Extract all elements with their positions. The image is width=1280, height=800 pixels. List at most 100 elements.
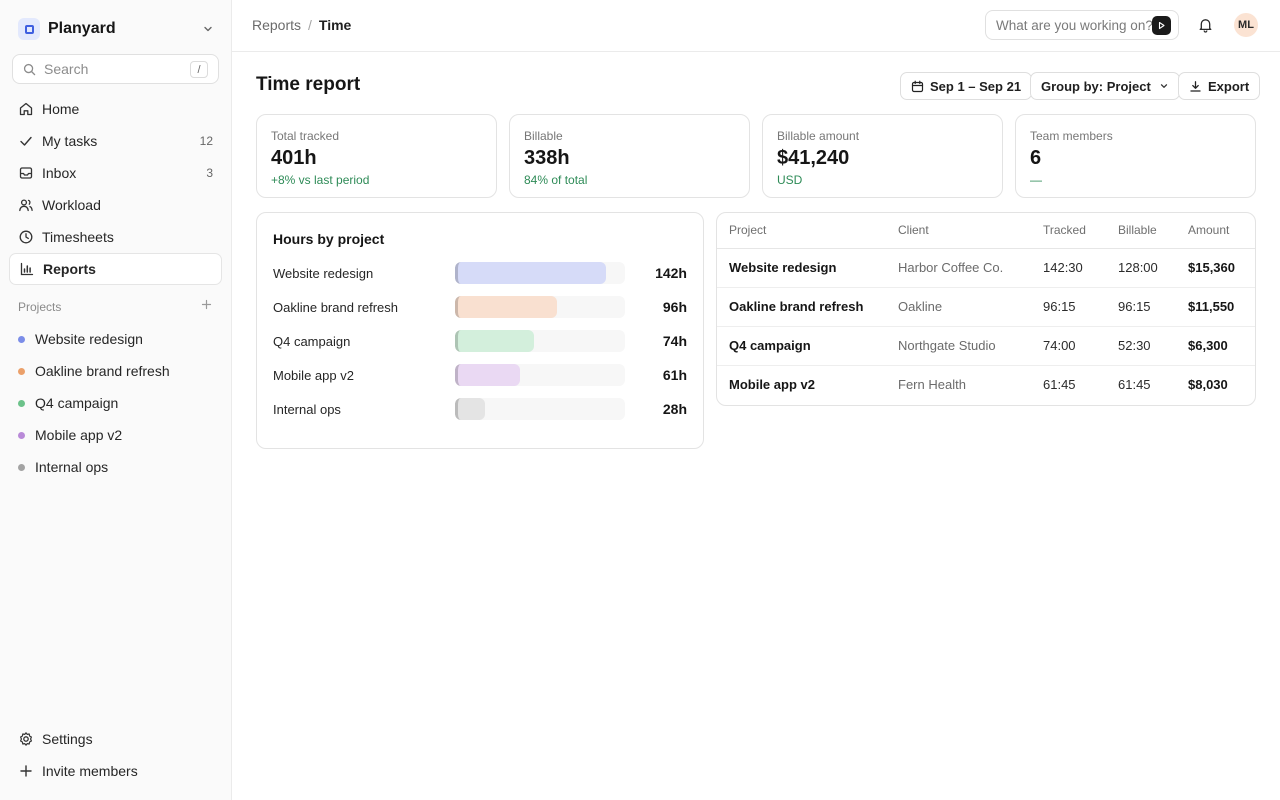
gear-icon [18,731,34,747]
cell-tracked: 74:00 [1043,326,1118,366]
nav-item-label: Settings [42,731,93,747]
table-header-row: Project Client Tracked Billable Amount [717,213,1255,249]
bar-row: Mobile app v2 61h [273,364,687,386]
table-row[interactable]: Website redesign Harbor Coffee Co. 142:3… [717,248,1255,288]
column-header-amount[interactable]: Amount [1188,213,1255,249]
bar-label: Mobile app v2 [273,367,354,383]
main-nav: Home My tasks 12 Inbox 3 Workload [9,93,222,285]
breadcrumb-reports-link[interactable]: Reports [252,17,302,33]
cell-project: Website redesign [717,248,898,288]
nav-item-label: Reports [43,261,96,277]
bar-label: Oakline brand refresh [273,299,399,315]
bar-value: 61h [662,367,687,383]
bar-label: Internal ops [273,401,341,417]
bar-track [455,398,625,420]
cell-client: Oakline [898,287,1043,327]
workspace-switcher[interactable]: Planyard [18,18,214,40]
search-shortcut-key: / [190,61,208,78]
nav-item-label: My tasks [42,133,98,149]
bar-fill [455,262,606,284]
avatar[interactable]: ML [1234,13,1258,37]
project-table: Project Client Tracked Billable Amount W… [717,213,1255,404]
project-color-dot [18,399,25,407]
plus-icon [18,763,34,779]
nav-item-reports[interactable]: Reports [9,253,222,285]
bar-value: 96h [662,299,687,315]
nav-item-home[interactable]: Home [9,93,222,125]
sidebar-project-oakline-brand-refresh[interactable]: Oakline brand refresh [9,355,222,387]
quick-timer-placeholder: What are you working on? [996,17,1153,33]
bar-label: Q4 campaign [273,333,351,349]
chevron-down-icon [1159,81,1169,91]
stat-sub: USD [777,173,803,187]
bar-fill [455,296,557,318]
stat-card-billable: Billable 338h 84% of total [509,114,750,198]
nav-item-label: Inbox [42,165,77,181]
stat-card-billable-amount: Billable amount $41,240 USD [762,114,1003,198]
cell-client: Harbor Coffee Co. [898,248,1043,288]
bar-row: Oakline brand refresh 96h [273,296,687,318]
users-icon [18,197,34,213]
bar-fill [455,398,485,420]
nav-item-timesheets[interactable]: Timesheets [9,221,222,253]
cell-amount: $8,030 [1188,377,1228,393]
play-icon [1157,21,1166,30]
cell-amount: $15,360 [1188,248,1255,288]
check-icon [18,133,34,149]
date-range-button[interactable]: Sep 1 – Sep 21 [900,72,1033,100]
cell-project: Q4 campaign [717,326,898,366]
project-list: Website redesign Oakline brand refresh Q… [9,323,222,483]
cell-billable: 61:45 [1118,377,1151,393]
stat-card-total-tracked: Total tracked 401h +8% vs last period [256,114,497,198]
stat-sub: — [1030,173,1042,187]
nav-item-label: Timesheets [42,229,114,245]
group-by-select[interactable]: Group by: Project [1030,72,1180,100]
workspace-logo [18,18,40,40]
sidebar-project-internal-ops[interactable]: Internal ops [9,451,222,483]
nav-item-my-tasks[interactable]: My tasks 12 [9,125,222,157]
hours-by-project-card: Hours by project Website redesign 142h Oak… [256,212,704,449]
inbox-icon [18,165,34,181]
chart-title: Hours by project [273,231,385,247]
table-row[interactable]: Oakline brand refresh Oakline 96:15 96:1… [717,287,1255,327]
column-header-billable[interactable]: Billable [1118,213,1188,249]
project-color-dot [18,335,25,343]
column-header-tracked[interactable]: Tracked [1043,213,1118,249]
sidebar-project-mobile-app-v2[interactable]: Mobile app v2 [9,419,222,451]
nav-item-settings[interactable]: Settings [9,723,222,755]
stat-label: Billable amount [777,129,860,143]
cell-client: Fern Health [898,377,966,393]
search-input[interactable]: Search / [12,54,219,84]
column-header-project[interactable]: Project [717,213,898,249]
search-placeholder: Search [44,61,89,77]
stat-value: $41,240 [777,147,850,169]
invite-members-button[interactable]: Invite members [9,755,222,787]
bar-fill [455,364,520,386]
bar-value: 74h [662,333,687,349]
nav-item-inbox[interactable]: Inbox 3 [9,157,222,189]
add-project-plus-icon[interactable] [201,299,212,310]
stat-value: 6 [1030,147,1042,169]
bell-icon[interactable] [1198,17,1213,33]
quick-timer-input[interactable]: What are you working on? [985,10,1179,40]
sidebar-project-website-redesign[interactable]: Website redesign [9,323,222,355]
nav-item-workload[interactable]: Workload [9,189,222,221]
cell-billable: 96:15 [1118,287,1188,327]
start-timer-button[interactable] [1152,16,1171,35]
table-row[interactable]: Mobile app v2 Fern Health 61:45 61:45 $8… [717,365,1255,404]
column-header-client[interactable]: Client [898,213,1043,249]
project-table-card: Project Client Tracked Billable Amount W… [716,212,1256,406]
workspace-name: Planyard [48,20,116,37]
bar-track [455,296,625,318]
cell-tracked: 96:15 [1043,287,1118,327]
calendar-icon [911,80,924,93]
export-button[interactable]: Export [1178,72,1261,100]
nav-item-label: Invite members [42,763,138,779]
sidebar-project-q4-campaign[interactable]: Q4 campaign [9,387,222,419]
table-row[interactable]: Q4 campaign Northgate Studio 74:00 52:30… [717,326,1255,366]
cell-amount: $6,300 [1188,326,1255,366]
project-color-dot [18,431,25,439]
project-label: Oakline brand refresh [35,363,170,379]
date-range-label: Sep 1 – Sep 21 [930,78,1022,94]
bar-chart-icon [19,261,35,277]
